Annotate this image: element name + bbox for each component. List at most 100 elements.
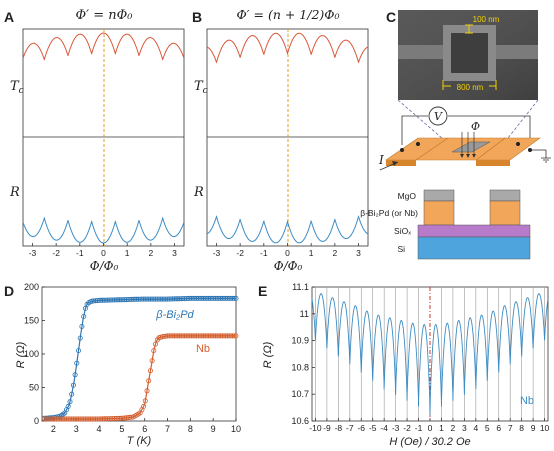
panel-a: A Φ′ = nΦ₀ Tc R -3 -2 -1 0 1 2 3 Φ/Φ₀ [4, 8, 185, 273]
point-nb [206, 333, 212, 339]
panel-a-title: Φ′ = nΦ₀ [75, 8, 133, 23]
point-nb [86, 416, 92, 422]
flux-label: Φ [471, 120, 480, 133]
point-nb [168, 333, 174, 339]
xtick-label: 1 [309, 248, 314, 258]
xtick-label: 7 [165, 424, 170, 434]
point-nb [118, 415, 124, 421]
point-bi2pd [106, 297, 112, 303]
point-bi2pd [65, 403, 71, 409]
xtick-label: 0 [285, 248, 290, 258]
point-bi2pd [164, 296, 170, 302]
panel-label-c: C [386, 9, 396, 25]
xtick-label: -10 [309, 423, 322, 433]
xtick-label: -2 [52, 248, 60, 258]
point-nb [94, 416, 100, 422]
point-nb [77, 416, 83, 422]
scale-800nm: 800 nm [457, 83, 484, 92]
point-nb [106, 416, 112, 422]
panel-e-xlabel: H (Oe) / 30.2 Oe [389, 436, 470, 448]
point-nb [117, 415, 123, 421]
point-bi2pd [69, 391, 75, 397]
point-nb [96, 416, 102, 422]
point-bi2pd [176, 296, 182, 302]
point-nb [194, 333, 200, 339]
point-bi2pd [91, 298, 97, 304]
point-bi2pd [187, 295, 193, 301]
xtick-label: 3 [356, 248, 361, 258]
xtick-label: -8 [335, 423, 343, 433]
point-nb [141, 403, 147, 409]
xtick-label: 6 [496, 423, 501, 433]
point-nb [69, 416, 75, 422]
panel-a-ylabel-r: R [9, 185, 20, 200]
scale-100nm: 100 nm [473, 15, 500, 24]
point-nb [110, 416, 116, 422]
point-bi2pd [224, 295, 230, 301]
device-schematic: Φ I [378, 120, 551, 171]
xtick-label: 10 [540, 423, 550, 433]
point-bi2pd [188, 295, 194, 301]
layer-stack: MgO β-Bi₂Pd (or Nb) SiOₓ Si [360, 189, 531, 260]
ytick-label: 0 [34, 416, 39, 426]
panel-b-title: Φ′ = (n + 1/2)Φ₀ [236, 7, 339, 22]
point-bi2pd [206, 295, 212, 301]
point-bi2pd [110, 297, 116, 303]
point-nb [218, 333, 224, 339]
point-nb [113, 415, 119, 421]
point-nb [67, 416, 73, 422]
panel-b-tc-curve [206, 32, 369, 64]
ytick-label: 11 [300, 309, 309, 319]
point-bi2pd [170, 296, 176, 302]
point-nb [50, 416, 56, 422]
xtick-label: 5 [485, 423, 490, 433]
point-nb [147, 368, 153, 374]
point-nb [219, 333, 225, 339]
point-bi2pd [108, 297, 114, 303]
point-bi2pd [231, 295, 237, 301]
point-bi2pd [82, 305, 88, 311]
point-bi2pd [185, 295, 191, 301]
panel-a-ylabel-tc: Tc [10, 79, 24, 96]
point-bi2pd [152, 296, 158, 302]
point-bi2pd [129, 296, 135, 302]
point-bi2pd [194, 295, 200, 301]
point-nb [74, 416, 80, 422]
point-bi2pd [178, 296, 184, 302]
point-bi2pd [230, 295, 236, 301]
point-nb [200, 333, 206, 339]
point-nb [207, 333, 213, 339]
xtick-label: 5 [119, 424, 124, 434]
point-nb [144, 388, 150, 394]
point-nb [84, 416, 90, 422]
xtick-label: -1 [76, 248, 84, 258]
point-nb [64, 416, 70, 422]
point-nb [79, 416, 85, 422]
point-bi2pd [219, 295, 225, 301]
point-nb [52, 416, 58, 422]
point-bi2pd [163, 296, 169, 302]
point-bi2pd [81, 313, 87, 319]
point-nb [88, 416, 94, 422]
layer-mgo: MgO [398, 191, 417, 201]
point-nb [204, 333, 210, 339]
point-bi2pd [221, 295, 227, 301]
point-nb [53, 416, 59, 422]
point-bi2pd [151, 296, 157, 302]
panel-d-xlabel: T (K) [127, 435, 152, 447]
point-nb [108, 416, 114, 422]
point-nb [142, 398, 148, 404]
point-bi2pd [233, 295, 239, 301]
point-bi2pd [183, 295, 189, 301]
panel-label-a: A [4, 9, 14, 25]
point-bi2pd [74, 360, 80, 366]
point-nb [230, 333, 236, 339]
point-nb [224, 333, 230, 339]
point-nb [209, 333, 215, 339]
point-bi2pd [93, 298, 99, 304]
point-bi2pd [192, 295, 198, 301]
panel-e: E -10 -9 -8 -7 -6 -5 -4 -3 -2 -1 0 1 2 3 4 5 6 7 8 9 1010.61… [258, 282, 550, 448]
xtick-label: 9 [531, 423, 536, 433]
ytick-label: 10.7 [291, 389, 309, 399]
xtick-label: 3 [462, 423, 467, 433]
